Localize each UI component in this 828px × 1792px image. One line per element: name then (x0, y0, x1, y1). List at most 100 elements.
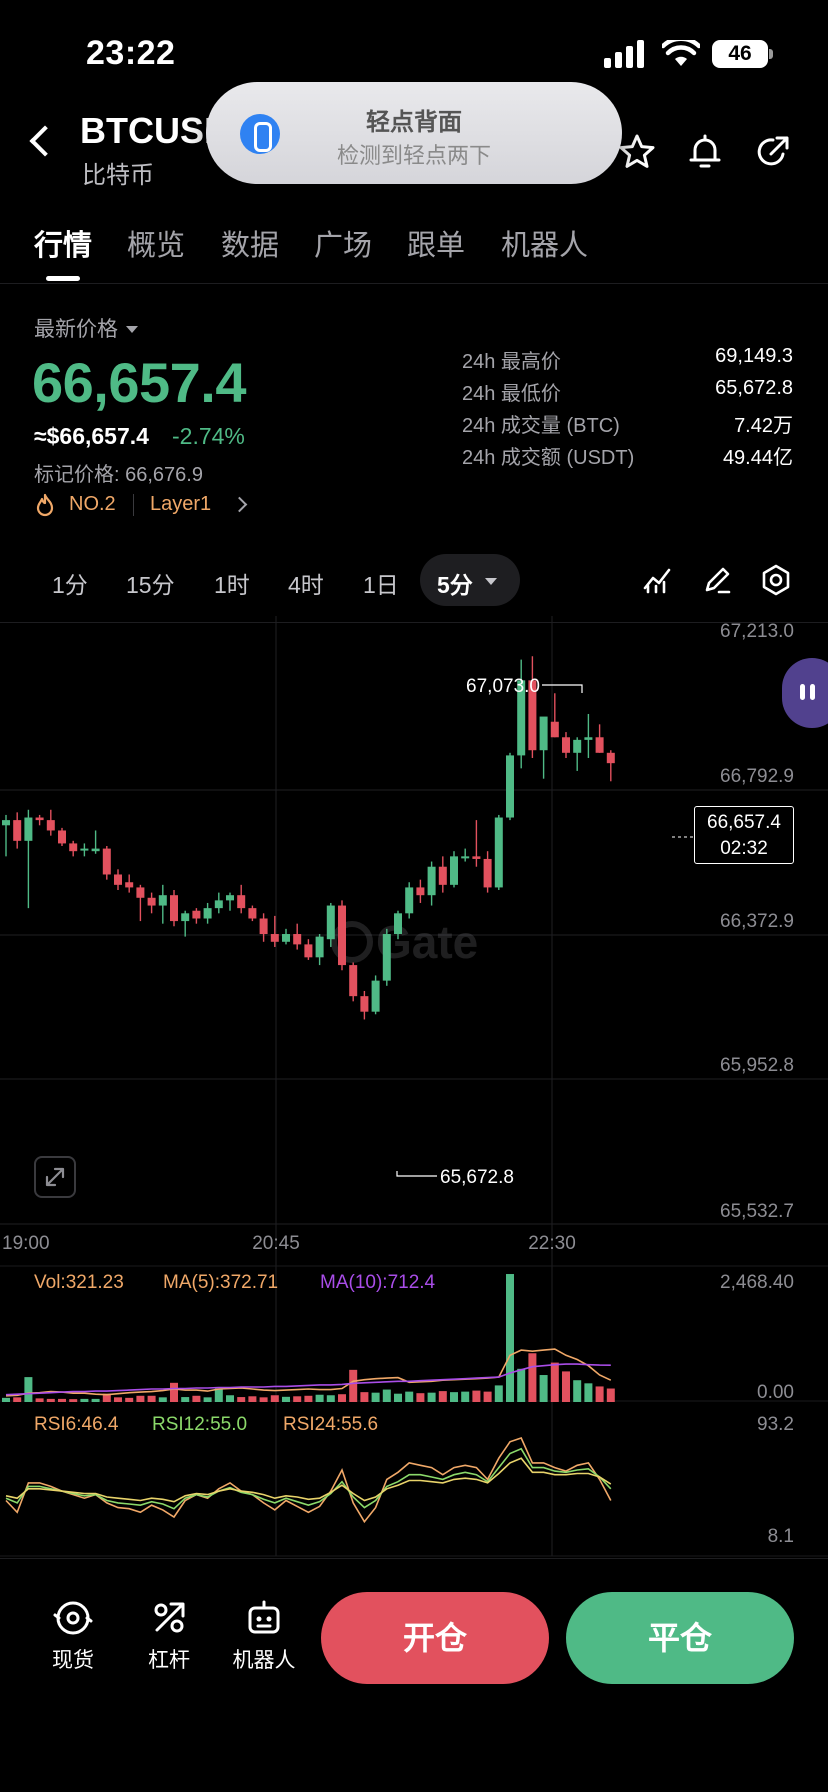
candle-body (170, 895, 178, 922)
rsi6-line (5, 1437, 612, 1524)
candle-body (550, 721, 559, 738)
nav-bot-label: 机器人 (232, 1649, 296, 1672)
rsi12-label: RSI12:55.0 (152, 1414, 247, 1435)
tab-overview[interactable]: 概览 (127, 230, 186, 262)
vol-ma10-line (5, 1363, 611, 1396)
low-marker-line (396, 1171, 437, 1177)
candle-body (338, 905, 346, 966)
volume-bar (405, 1391, 414, 1402)
tab-copy-trade[interactable]: 跟单 (407, 230, 466, 262)
latest-price-dropdown[interactable]: 最新价格 (34, 313, 138, 343)
candle-body (114, 874, 122, 885)
volume-bar (237, 1397, 246, 1402)
volume-bar (226, 1395, 234, 1402)
wifi-icon (662, 40, 700, 66)
mark-price: 标记价格: 66,676.9 (34, 464, 203, 486)
rank-tag[interactable]: NO.2 (69, 493, 116, 515)
price-change: -2.74% (172, 423, 245, 449)
vol-label: Vol:321.23 (34, 1272, 124, 1293)
pair-subtitle: 比特币 (82, 162, 154, 189)
nav-bot[interactable]: 机器人 (224, 1598, 304, 1674)
volume-bar (394, 1393, 402, 1402)
kline-chart[interactable]: Gate 67,213.0 66,792.9 66,372.9 65,952.8… (0, 616, 828, 1558)
indicator-icon[interactable] (642, 564, 674, 596)
rsi12-line (5, 1447, 612, 1510)
interval-1d[interactable]: 1日 (363, 572, 399, 598)
back-icon[interactable] (29, 125, 61, 157)
tab-market[interactable]: 行情 (34, 230, 93, 262)
volume-bar (450, 1392, 458, 1402)
rsi24-line (5, 1457, 612, 1503)
status-time: 23:22 (86, 34, 176, 72)
vol-axis-bottom: 0.00 (757, 1382, 794, 1403)
candle-body (371, 980, 380, 1012)
pair-name[interactable]: BTCUSI (80, 110, 214, 151)
candle-body (472, 856, 481, 859)
interval-1h[interactable]: 1时 (214, 572, 250, 598)
stat-label-turnover: 24h 成交额 (USDT) (462, 447, 635, 469)
settings-icon[interactable] (760, 564, 792, 596)
volume-bar (315, 1394, 324, 1402)
share-icon[interactable] (753, 132, 793, 172)
chart-top-divider (0, 622, 828, 623)
floating-assistant-button[interactable] (782, 658, 828, 728)
volume-bar (192, 1395, 201, 1402)
bell-icon[interactable] (685, 132, 725, 172)
candle-body (125, 882, 134, 888)
candle-body (528, 680, 537, 751)
star-icon[interactable] (617, 132, 657, 172)
candle-body (461, 856, 470, 859)
candle-body (91, 848, 100, 852)
high-marker-label: 67,073.0 (466, 676, 540, 697)
candle-body (394, 913, 402, 935)
candle-body (349, 965, 358, 997)
volume-bar (539, 1375, 548, 1402)
interval-15m[interactable]: 15分 (126, 572, 175, 598)
candle-body (427, 866, 436, 896)
caret-down-icon (485, 578, 497, 585)
sector-tag[interactable]: Layer1 (150, 493, 212, 515)
x-tick-3: 22:30 (528, 1233, 576, 1254)
rsi-axis-bottom: 8.1 (768, 1526, 794, 1547)
volume-bar (35, 1398, 44, 1402)
x-tick-1: 19:00 (2, 1233, 50, 1254)
fullscreen-button[interactable] (34, 1156, 76, 1198)
rsi6-label: RSI6:46.4 (34, 1414, 119, 1435)
volume-bar (282, 1396, 290, 1402)
nav-spot[interactable]: 现货 (33, 1598, 113, 1674)
interval-1m[interactable]: 1分 (52, 572, 88, 598)
tab-bots[interactable]: 机器人 (501, 230, 589, 262)
candle-body (595, 737, 604, 753)
interval-4h[interactable]: 4时 (288, 572, 324, 598)
candle-body (237, 895, 246, 909)
stat-value-turnover: 49.44亿 (722, 447, 793, 469)
signal-icon (604, 40, 644, 68)
draw-icon[interactable] (701, 564, 733, 596)
volume-bar (438, 1391, 447, 1402)
vol-ma10-label: MA(10):712.4 (320, 1272, 436, 1293)
battery-tip (769, 49, 773, 59)
close-position-button[interactable]: 平仓 (566, 1592, 794, 1684)
robot-icon (248, 1600, 280, 1634)
x-tick-2: 20:45 (252, 1233, 300, 1254)
tab-data[interactable]: 数据 (221, 230, 280, 262)
nav-leverage[interactable]: 杠杆 (129, 1598, 209, 1674)
volume-bar (58, 1398, 66, 1402)
expand-icon (45, 1167, 65, 1187)
chevron-right-icon[interactable] (231, 496, 248, 513)
volume-bar (606, 1388, 615, 1402)
interval-5m-selector[interactable] (420, 554, 520, 606)
candles (2, 656, 615, 1020)
volume-bar (595, 1386, 604, 1402)
volume-bar (2, 1397, 10, 1402)
open-position-button[interactable]: 开仓 (321, 1592, 549, 1684)
candle-body (226, 895, 234, 901)
volume-bar (158, 1397, 167, 1402)
volume-bar (326, 1395, 335, 1402)
candle-body (69, 843, 78, 852)
tab-square[interactable]: 广场 (314, 230, 373, 262)
candle-body (293, 934, 302, 945)
candle-body (606, 752, 615, 764)
interval-5m[interactable]: 5分 (437, 572, 473, 598)
candle-body (360, 996, 369, 1012)
